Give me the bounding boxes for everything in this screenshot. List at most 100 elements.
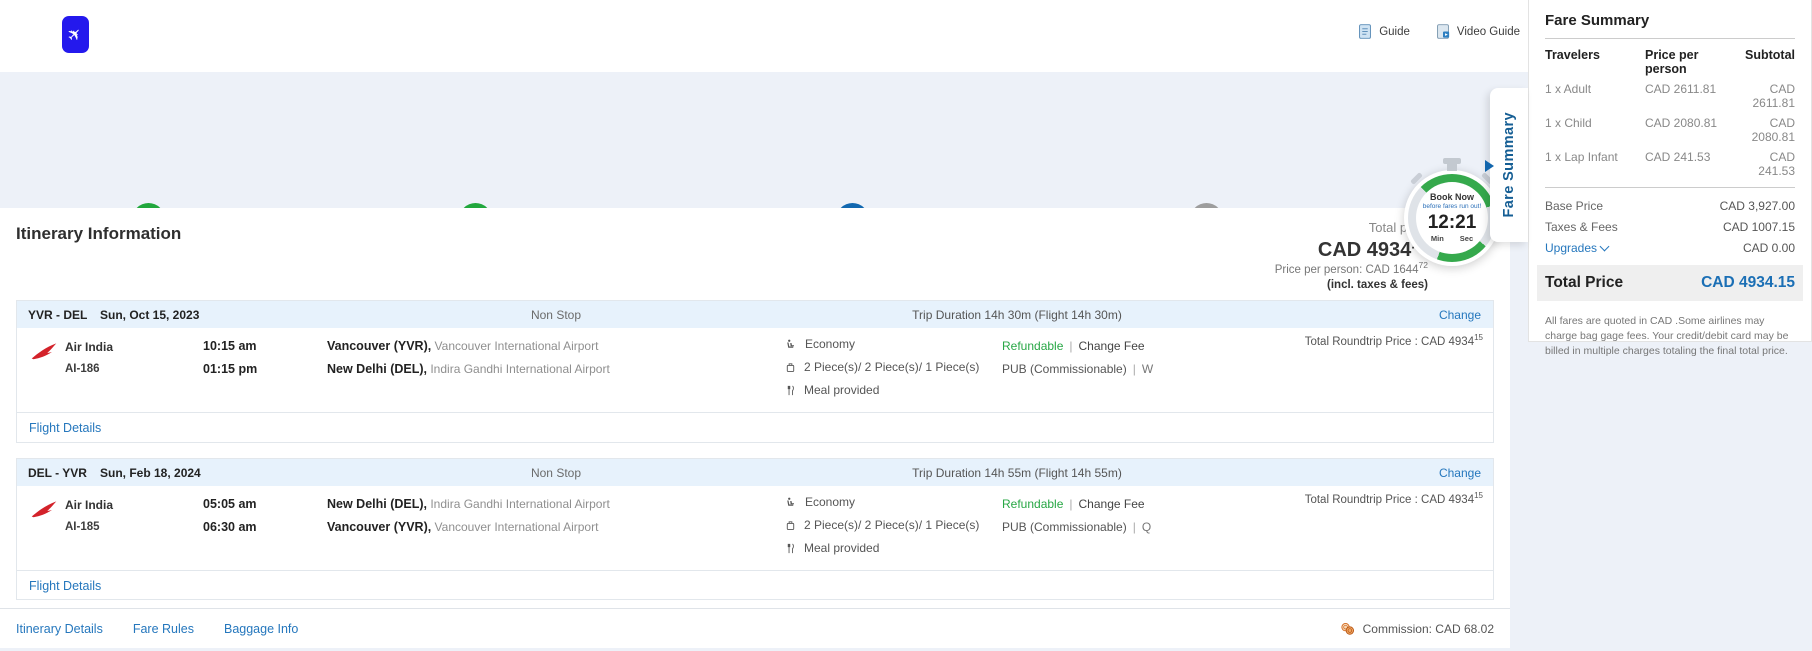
page-title: Itinerary Information: [16, 224, 182, 243]
air-india-logo-icon: [31, 500, 57, 520]
airline-name: Air India: [65, 340, 114, 354]
incl-taxes-note: (incl. taxes & fees): [1327, 278, 1428, 291]
column-header: Price per person: [1645, 48, 1699, 76]
flight-details-link[interactable]: Flight Details: [29, 578, 102, 593]
roundtrip-price: Total Roundtrip Price : CAD 493415: [1304, 491, 1483, 506]
total-price-block: Total price CAD 4934.15 Price per person…: [1275, 220, 1428, 293]
meal-row: Meal provided: [785, 541, 879, 555]
airline-name: Air India: [65, 498, 114, 512]
stopwatch-knob-icon: [1443, 158, 1461, 164]
cabin-class: Economy: [805, 495, 856, 509]
flight-details-link[interactable]: Flight Details: [29, 420, 102, 435]
booking-class: Q: [1141, 520, 1152, 534]
guide-document-icon: [1358, 24, 1372, 39]
base-price-row: Base Price CAD 3,927.00: [1545, 195, 1795, 216]
timer-progress-ring: Book Now before fares run out! 12:21 Min…: [1408, 174, 1496, 262]
departure-airport: Vancouver (YVR), Vancouver International…: [327, 339, 599, 353]
app-logo[interactable]: ✈: [62, 16, 89, 53]
segment-date: Sun, Oct 15, 2023: [100, 307, 200, 322]
coins-icon: [1340, 622, 1356, 636]
upgrades-value: CAD 0.00: [1742, 240, 1795, 255]
segment-route: YVR - DEL: [28, 307, 88, 322]
departure-time: 05:05 am: [203, 497, 257, 511]
video-guide-link-label: Video Guide: [1456, 25, 1520, 38]
total-price-row: Total Price CAD 4934.15: [1537, 265, 1803, 301]
baggage-row: 2 Piece(s)/ 2 Piece(s)/ 1 Piece(s): [785, 518, 979, 532]
fare-flags: Refundable | Change Fee: [1002, 339, 1145, 353]
departure-time: 10:15 am: [203, 339, 257, 353]
flight-segment-outbound: YVR - DEL Sun, Oct 15, 2023 Non Stop Tri…: [16, 300, 1494, 443]
arrival-time: 06:30 am: [203, 520, 257, 534]
total-price-amount: CAD 4934.15: [1317, 238, 1428, 261]
footer-links: Itinerary Details Fare Rules Baggage Inf…: [16, 622, 298, 636]
guide-link[interactable]: Guide: [1358, 24, 1410, 39]
itinerary-card: Itinerary Information Total price CAD 49…: [0, 208, 1510, 648]
change-flight-link[interactable]: Change: [1438, 307, 1481, 322]
flight-number: AI-186: [65, 363, 100, 375]
column-header: Subtotal: [1745, 48, 1795, 62]
luggage-icon: [785, 361, 796, 374]
taxes-label: Taxes & Fees: [1545, 219, 1618, 234]
traveler-type: 1 x Lap Infant: [1545, 150, 1618, 164]
taxes-row: Taxes & Fees CAD 1007.15: [1545, 216, 1795, 237]
timer-subtitle: before fares run out!: [1422, 202, 1482, 210]
flight-segment-return: DEL - YVR Sun, Feb 18, 2024 Non Stop Tri…: [16, 458, 1494, 600]
baggage-allowance: 2 Piece(s)/ 2 Piece(s)/ 1 Piece(s): [804, 518, 980, 532]
upgrades-row: Upgrades CAD 0.00: [1545, 237, 1795, 258]
column-header: Travelers: [1545, 48, 1600, 62]
meal-info: Meal provided: [804, 541, 880, 555]
guide-link-label: Guide: [1379, 25, 1410, 38]
taxes-value: CAD 1007.15: [1722, 219, 1795, 234]
segment-header: YVR - DEL Sun, Oct 15, 2023 Non Stop Tri…: [17, 301, 1493, 328]
timer-sec-label: Sec: [1459, 234, 1474, 244]
segment-stops: Non Stop: [530, 465, 582, 480]
baggage-row: 2 Piece(s)/ 2 Piece(s)/ 1 Piece(s): [785, 360, 979, 374]
baggage-info-link[interactable]: Baggage Info: [223, 621, 299, 636]
commission-info: Commission: CAD 68.02: [1340, 622, 1494, 636]
itinerary-details-link[interactable]: Itinerary Details: [16, 621, 103, 636]
fare-basis: PUB (Commissionable) | Q: [1002, 520, 1152, 534]
air-india-logo-icon: [31, 342, 57, 362]
change-flight-link[interactable]: Change: [1438, 465, 1481, 480]
upgrades-toggle[interactable]: Upgrades: [1545, 241, 1610, 255]
segment-date: Sun, Feb 18, 2024: [100, 465, 201, 480]
fare-rules-link[interactable]: Fare Rules: [132, 621, 194, 636]
cabin-row: Economy: [785, 337, 855, 351]
price-per-person: CAD 2080.81: [1645, 116, 1718, 130]
itinerary-footer-bar: Itinerary Details Fare Rules Baggage Inf…: [0, 608, 1510, 648]
video-file-icon: [1436, 24, 1450, 39]
arrival-airport: Vancouver (YVR), Vancouver International…: [327, 520, 599, 534]
segment-body: Air India AI-186 10:15 am 01:15 pm Vanco…: [17, 328, 1493, 412]
subtotal: CAD 2080.81: [1751, 116, 1795, 144]
collapse-arrow-icon: [1485, 160, 1494, 172]
progress-stepper: Search ✈ Search Results Pax Details Pay …: [0, 72, 1528, 266]
change-fee-flag: Change Fee: [1078, 497, 1145, 511]
divider: [1545, 187, 1795, 188]
subtotal: CAD 2611.81: [1752, 82, 1796, 110]
fare-flags: Refundable | Change Fee: [1002, 497, 1145, 511]
travelers-table: Travelers Price per person Subtotal 1 x …: [1545, 48, 1795, 178]
video-guide-link[interactable]: Video Guide: [1436, 24, 1520, 39]
segment-footer: Flight Details: [17, 412, 1493, 442]
roundtrip-price: Total Roundtrip Price : CAD 493415: [1304, 333, 1483, 348]
segment-header: DEL - YVR Sun, Feb 18, 2024 Non Stop Tri…: [17, 459, 1493, 486]
fare-summary-title: Fare Summary: [1545, 12, 1795, 39]
commission-value: Commission: CAD 68.02: [1362, 621, 1494, 636]
meal-info: Meal provided: [804, 383, 880, 397]
fare-countdown-timer: Book Now before fares run out! 12:21 Min…: [1404, 158, 1500, 266]
price-per-person: Price per person: CAD 164472: [1274, 260, 1428, 276]
luggage-icon: [785, 519, 796, 532]
flight-number: AI-185: [65, 521, 100, 533]
change-fee-flag: Change Fee: [1078, 339, 1145, 353]
baggage-allowance: 2 Piece(s)/ 2 Piece(s)/ 1 Piece(s): [804, 360, 980, 374]
airplane-icon: ✈: [63, 22, 87, 46]
timer-min-label: Min: [1430, 234, 1444, 244]
traveler-type: 1 x Child: [1545, 116, 1592, 130]
top-header: ✈ Guide Video Guide: [0, 0, 1812, 72]
chevron-down-icon: [1599, 241, 1610, 251]
base-price-label: Base Price: [1545, 198, 1604, 213]
fare-summary-tab[interactable]: Fare Summary: [1485, 88, 1528, 242]
segment-route: DEL - YVR: [28, 465, 87, 480]
timer-title: Book Now: [1430, 192, 1474, 203]
fare-summary-panel: Fare Summary Travelers Price per person …: [1528, 0, 1812, 357]
